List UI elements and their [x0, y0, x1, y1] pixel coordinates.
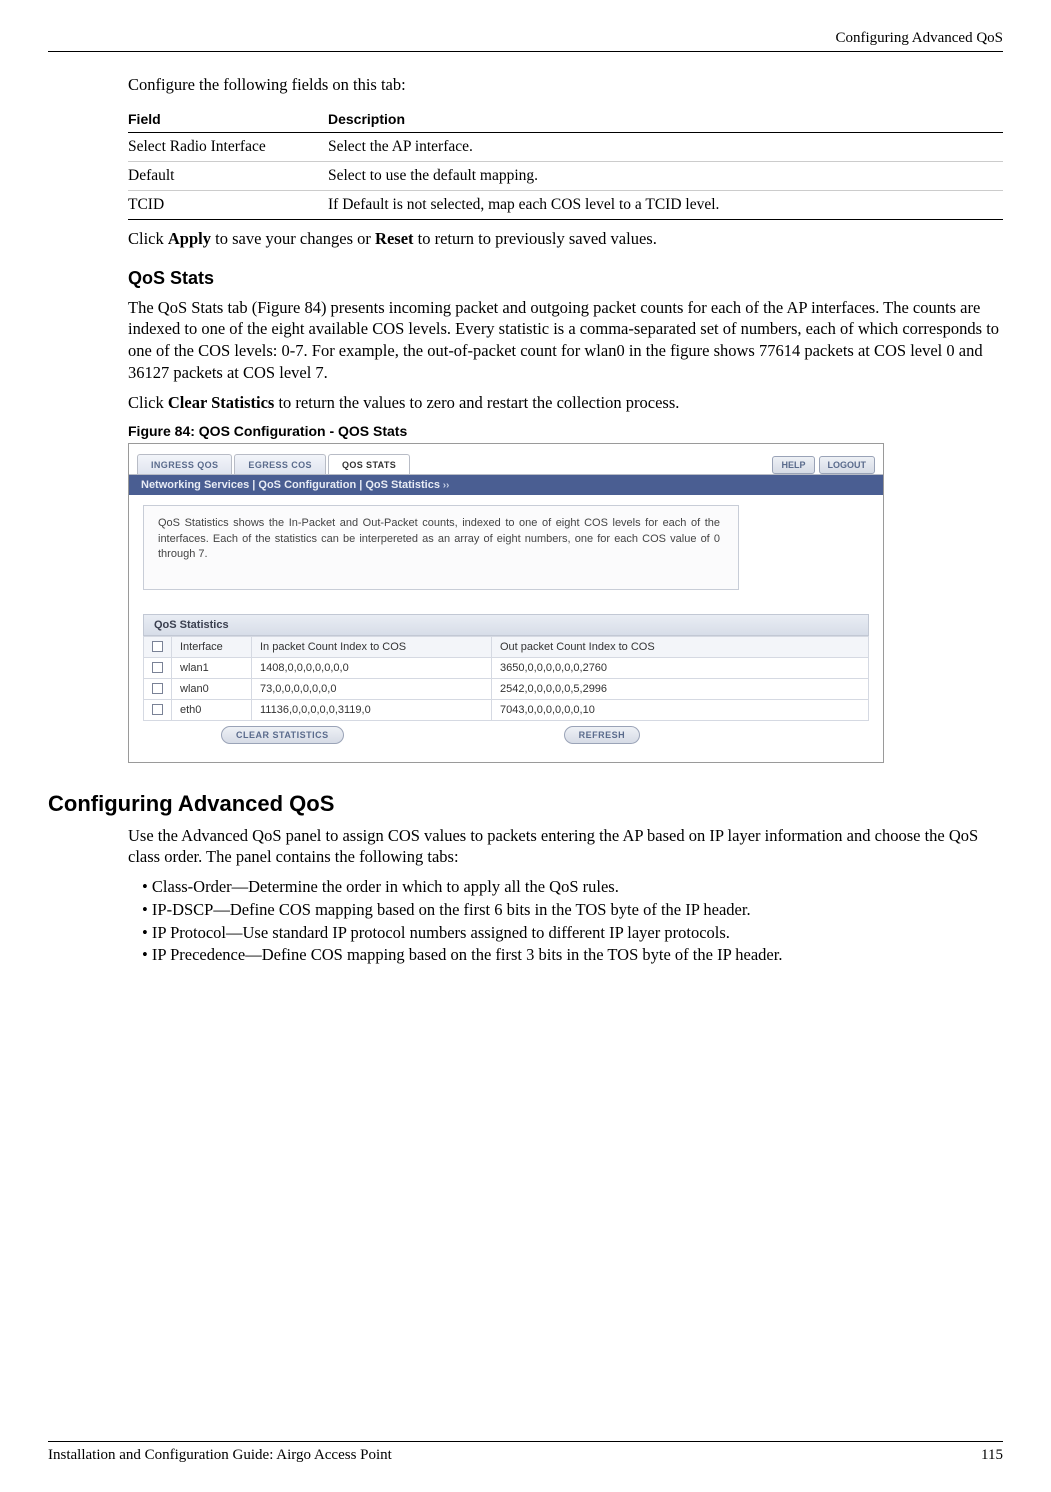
intro-paragraph: Configure the following fields on this t… — [128, 74, 1003, 96]
text: to save your changes or — [211, 229, 375, 248]
cell-out: 2542,0,0,0,0,0,5,2996 — [492, 678, 869, 699]
list-item: IP Protocol—Use standard IP protocol num… — [142, 922, 1003, 945]
text: to return the values to zero and restart… — [274, 393, 679, 412]
cell-out: 3650,0,0,0,0,0,0,2760 — [492, 657, 869, 678]
list-item: IP-DSCP—Define COS mapping based on the … — [142, 899, 1003, 922]
checkbox-icon[interactable] — [152, 641, 163, 652]
table-row: TCID If Default is not selected, map eac… — [128, 190, 1003, 219]
breadcrumb: Networking Services | QoS Configuration … — [141, 479, 440, 491]
qos-stats-paragraph-2: Click Clear Statistics to return the val… — [128, 392, 1003, 414]
footer-rule — [48, 1441, 1003, 1442]
clear-statistics-button[interactable]: CLEAR STATISTICS — [221, 726, 344, 744]
table-row: Select Radio Interface Select the AP int… — [128, 132, 1003, 161]
logout-button[interactable]: LOGOUT — [819, 456, 876, 474]
tab-qos-stats[interactable]: QOS STATS — [328, 454, 410, 474]
text: Click — [128, 229, 168, 248]
table-row: wlan0 73,0,0,0,0,0,0,0 2542,0,0,0,0,0,5,… — [144, 678, 869, 699]
table-header-description: Description — [328, 106, 1003, 133]
cell-desc: Select the AP interface. — [328, 132, 1003, 161]
advanced-qos-bullets: Class-Order—Determine the order in which… — [142, 876, 1003, 967]
col-out-packet: Out packet Count Index to COS — [492, 636, 869, 657]
tab-row: INGRESS QOS EGRESS COS QOS STATS — [137, 454, 412, 474]
row-checkbox-cell[interactable] — [144, 657, 172, 678]
checkbox-icon[interactable] — [152, 704, 163, 715]
action-row: CLEAR STATISTICS REFRESH — [143, 721, 869, 744]
top-buttons: HELP LOGOUT — [772, 456, 875, 474]
cell-in: 73,0,0,0,0,0,0,0 — [252, 678, 492, 699]
cell-field: Select Radio Interface — [128, 132, 328, 161]
figure-caption: Figure 84: QOS Configuration - QOS Stats — [128, 423, 1003, 439]
qos-statistics-section-title: QoS Statistics — [143, 614, 869, 636]
header-rule — [48, 51, 1003, 52]
qos-stats-screenshot: INGRESS QOS EGRESS COS QOS STATS HELP LO… — [128, 443, 884, 762]
breadcrumb-bar: Networking Services | QoS Configuration … — [129, 474, 883, 495]
help-button[interactable]: HELP — [772, 456, 814, 474]
table-row: wlan1 1408,0,0,0,0,0,0,0 3650,0,0,0,0,0,… — [144, 657, 869, 678]
table-row: eth0 11136,0,0,0,0,0,3119,0 7043,0,0,0,0… — [144, 699, 869, 720]
table-row: Default Select to use the default mappin… — [128, 161, 1003, 190]
clear-stats-bold: Clear Statistics — [168, 393, 274, 412]
row-checkbox-cell[interactable] — [144, 699, 172, 720]
cell-field: Default — [128, 161, 328, 190]
row-checkbox-cell[interactable] — [144, 678, 172, 699]
running-header: Configuring Advanced QoS — [48, 30, 1003, 47]
table-header-field: Field — [128, 106, 328, 133]
qos-stats-heading: QoS Stats — [128, 268, 1003, 289]
page-number: 115 — [981, 1447, 1003, 1464]
qos-stats-paragraph-1: The QoS Stats tab (Figure 84) presents i… — [128, 297, 1003, 384]
list-item: IP Precedence—Define COS mapping based o… — [142, 944, 1003, 967]
text: Click — [128, 393, 168, 412]
apply-reset-paragraph: Click Apply to save your changes or Rese… — [128, 228, 1003, 250]
cell-in: 11136,0,0,0,0,0,3119,0 — [252, 699, 492, 720]
cell-field: TCID — [128, 190, 328, 219]
cell-out: 7043,0,0,0,0,0,0,10 — [492, 699, 869, 720]
text: to return to previously saved values. — [414, 229, 657, 248]
reset-bold: Reset — [375, 229, 413, 248]
refresh-button[interactable]: REFRESH — [564, 726, 641, 744]
screenshot-body: QoS Statistics shows the In-Packet and O… — [129, 495, 883, 761]
advanced-qos-paragraph: Use the Advanced QoS panel to assign COS… — [128, 825, 1003, 869]
field-description-table: Field Description Select Radio Interface… — [128, 106, 1003, 220]
cell-interface: eth0 — [172, 699, 252, 720]
checkbox-icon[interactable] — [152, 662, 163, 673]
apply-bold: Apply — [168, 229, 211, 248]
tab-egress-cos[interactable]: EGRESS COS — [234, 454, 326, 474]
qos-statistics-table: Interface In packet Count Index to COS O… — [143, 636, 869, 721]
select-all-header[interactable] — [144, 636, 172, 657]
configuring-advanced-qos-heading: Configuring Advanced QoS — [48, 791, 1003, 817]
cell-in: 1408,0,0,0,0,0,0,0 — [252, 657, 492, 678]
cell-interface: wlan0 — [172, 678, 252, 699]
cell-desc: If Default is not selected, map each COS… — [328, 190, 1003, 219]
col-interface: Interface — [172, 636, 252, 657]
checkbox-icon[interactable] — [152, 683, 163, 694]
footer-left: Installation and Configuration Guide: Ai… — [48, 1447, 392, 1464]
cell-interface: wlan1 — [172, 657, 252, 678]
description-box: QoS Statistics shows the In-Packet and O… — [143, 505, 739, 589]
breadcrumb-suffix: ›› — [440, 480, 449, 491]
col-in-packet: In packet Count Index to COS — [252, 636, 492, 657]
list-item: Class-Order—Determine the order in which… — [142, 876, 1003, 899]
tab-ingress-qos[interactable]: INGRESS QOS — [137, 454, 232, 474]
page-footer: Installation and Configuration Guide: Ai… — [48, 1441, 1003, 1464]
cell-desc: Select to use the default mapping. — [328, 161, 1003, 190]
screenshot-topbar: INGRESS QOS EGRESS COS QOS STATS HELP LO… — [129, 444, 883, 474]
